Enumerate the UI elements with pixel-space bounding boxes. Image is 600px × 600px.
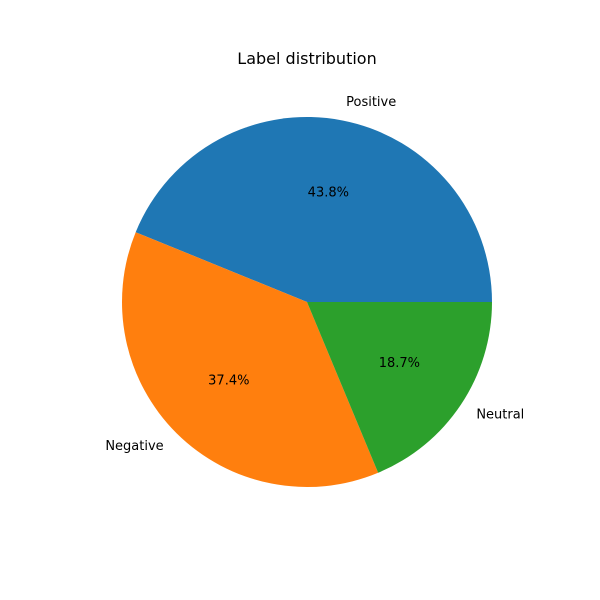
chart-title: Label distribution [237, 49, 376, 68]
pie-slice-negative [122, 232, 379, 488]
slice-percent-neutral: 18.7% [379, 356, 420, 371]
pie-slices [122, 117, 493, 488]
slice-percent-positive: 43.8% [308, 186, 349, 201]
pie-slice-neutral [307, 302, 492, 473]
slice-percent-negative: 37.4% [208, 373, 249, 388]
slice-label-neutral: Neutral [476, 407, 524, 422]
slice-label-positive: Positive [346, 95, 396, 110]
pie-labels: Positive 43.8% Negative 37.4% Neutral 18.7% [105, 95, 524, 454]
pie-slice-positive [135, 117, 493, 302]
slice-label-negative: Negative [105, 439, 163, 454]
